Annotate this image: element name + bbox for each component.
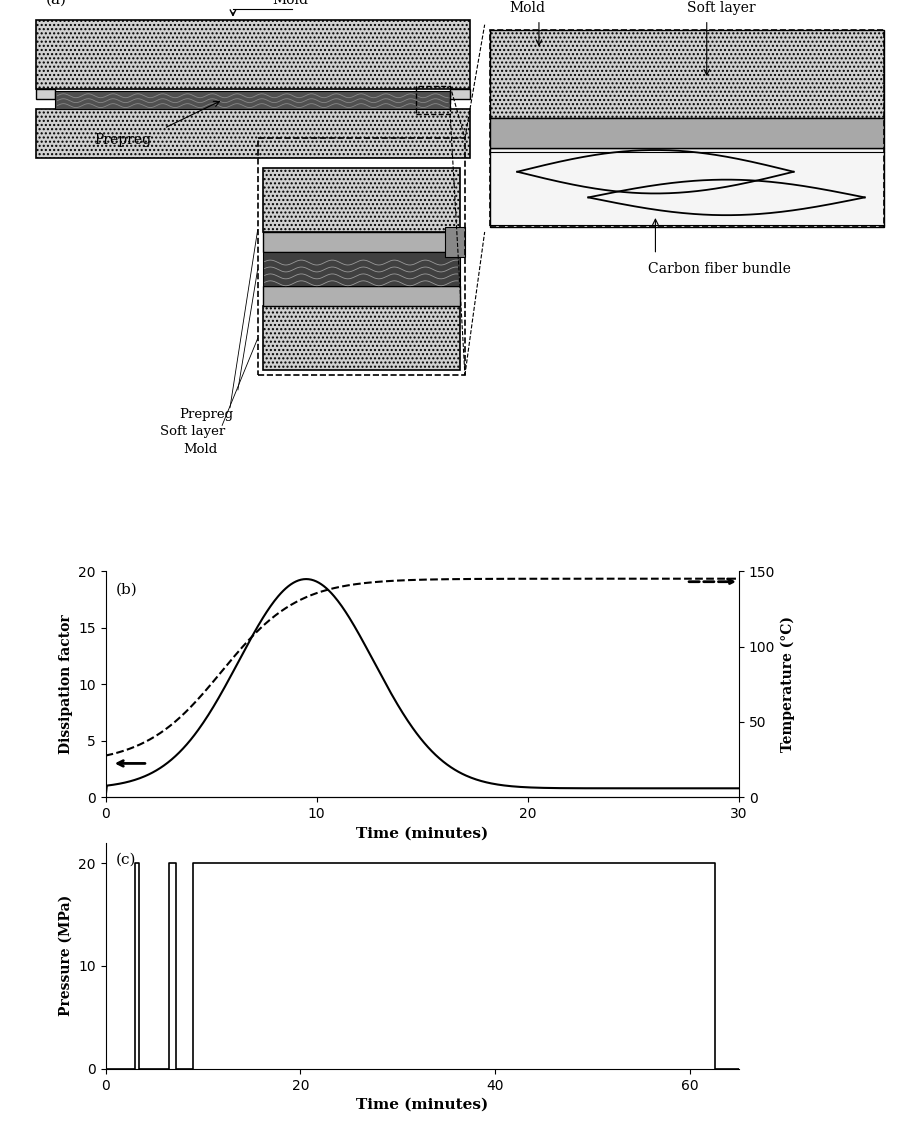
Y-axis label: Dissipation factor: Dissipation factor [59, 614, 73, 754]
Y-axis label: Temperature (°C): Temperature (°C) [780, 616, 795, 752]
Text: Prepreg: Prepreg [179, 407, 233, 421]
X-axis label: Time (minutes): Time (minutes) [356, 827, 488, 840]
Text: Soft layer: Soft layer [687, 1, 756, 15]
Text: Prepreg: Prepreg [95, 133, 151, 147]
Bar [263, 286, 460, 307]
Bar [36, 19, 470, 89]
Text: Mold: Mold [509, 1, 545, 15]
Text: Carbon fiber bundle: Carbon fiber bundle [647, 261, 790, 276]
Bar [263, 167, 460, 232]
Bar [258, 138, 465, 375]
Text: (b): (b) [117, 582, 138, 596]
Bar [263, 232, 460, 252]
Bar [489, 29, 884, 227]
Text: (a): (a) [45, 0, 66, 7]
Text: Soft layer: Soft layer [160, 425, 225, 439]
Y-axis label: Pressure (MPa): Pressure (MPa) [59, 895, 73, 1017]
Text: Mold: Mold [183, 443, 218, 456]
Bar [263, 307, 460, 370]
Bar [489, 148, 884, 227]
Bar [489, 29, 884, 119]
Text: (c): (c) [116, 853, 136, 866]
Text: Mold: Mold [273, 0, 308, 7]
Bar [55, 90, 450, 109]
Bar [36, 109, 470, 158]
X-axis label: Time (minutes): Time (minutes) [356, 1098, 488, 1112]
Bar [450, 89, 470, 98]
Bar [489, 119, 884, 148]
Bar [36, 89, 55, 98]
Bar [263, 252, 460, 286]
Bar [445, 227, 465, 257]
Bar [416, 86, 450, 113]
